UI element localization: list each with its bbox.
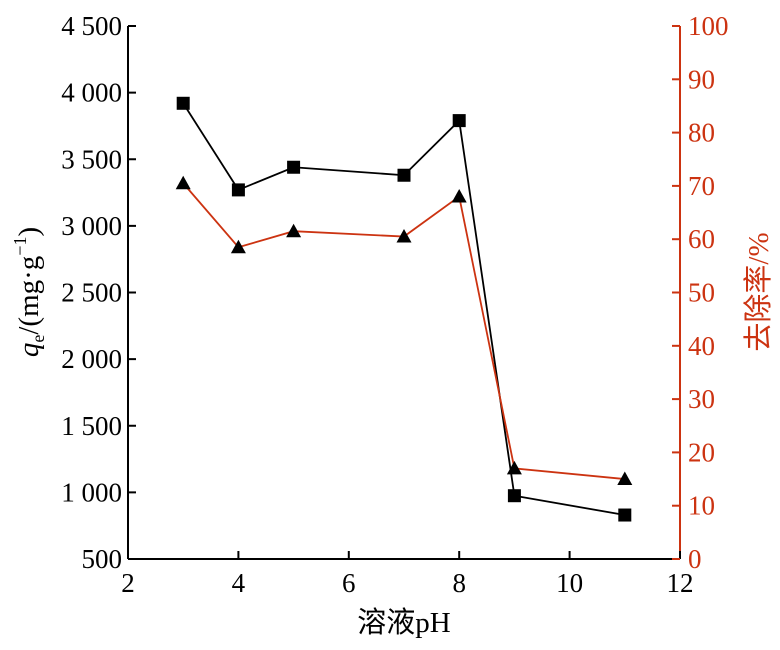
data-point-triangle	[451, 189, 467, 203]
series-triangle-line	[182, 182, 625, 480]
data-point-square	[176, 96, 190, 110]
y-axis-label-right: 去除率/%	[742, 232, 775, 351]
data-point-square	[507, 489, 521, 503]
y-left-tick-label: 500	[82, 544, 123, 574]
data-point-triangle	[396, 229, 412, 243]
y-left-tick-label: 1 000	[61, 477, 122, 507]
y-right-tick-label: 70	[688, 171, 715, 201]
y-right-tick-label: 0	[688, 544, 702, 574]
y-right-tick-label: 30	[688, 384, 715, 414]
y-left-tick-label: 3 000	[61, 211, 122, 241]
y-right-tick-label: 20	[688, 437, 715, 467]
x-tick-label: 8	[452, 568, 466, 598]
y-right-tick-label: 10	[688, 491, 715, 521]
y-left-tick-label: 2 500	[61, 278, 122, 308]
y-axis-label-left: qe/(mg·g−1)	[10, 227, 48, 357]
data-point-square	[287, 160, 301, 174]
y-right-tick-label: 40	[688, 331, 715, 361]
data-point-triangle	[617, 471, 633, 486]
data-point-triangle	[286, 223, 302, 238]
y-left-tick-label: 1 500	[61, 411, 122, 441]
data-point-triangle	[506, 460, 522, 475]
x-tick-label: 12	[667, 568, 694, 598]
data-point-triangle	[230, 239, 246, 254]
y-left-tick-label: 4 000	[61, 78, 122, 108]
y-axis-right: 0 10 20 30 40 50 60 70 80 90 100	[672, 11, 729, 574]
y-left-tick-label: 4 500	[61, 11, 122, 41]
y-right-tick-label: 90	[688, 64, 715, 94]
data-point-square	[231, 183, 245, 197]
series-layer	[175, 96, 633, 522]
series-square-line	[182, 102, 625, 516]
y-right-tick-label: 100	[688, 11, 729, 41]
data-point-square	[618, 508, 632, 522]
data-point-square	[452, 114, 466, 128]
y-axis-left: 500 1 000 1 500 2 000 2 500 3 000 3 500 4 000 4 …	[61, 11, 136, 574]
x-tick-label: 2	[121, 568, 135, 598]
data-point-square	[397, 168, 411, 182]
x-tick-label: 4	[232, 568, 246, 598]
x-axis: 2 4 6 8 10 12	[121, 551, 694, 598]
y-right-tick-label: 80	[688, 118, 715, 148]
y-left-tick-label: 2 000	[61, 344, 122, 374]
x-tick-label: 6	[342, 568, 356, 598]
y-right-tick-label: 60	[688, 224, 715, 254]
x-tick-label: 10	[556, 568, 583, 598]
y-right-tick-label: 50	[688, 278, 715, 308]
y-left-tick-label: 3 500	[61, 144, 122, 174]
data-point-triangle	[175, 175, 191, 190]
x-axis-label: 溶液pH	[357, 606, 451, 639]
plot-frame	[127, 26, 681, 560]
